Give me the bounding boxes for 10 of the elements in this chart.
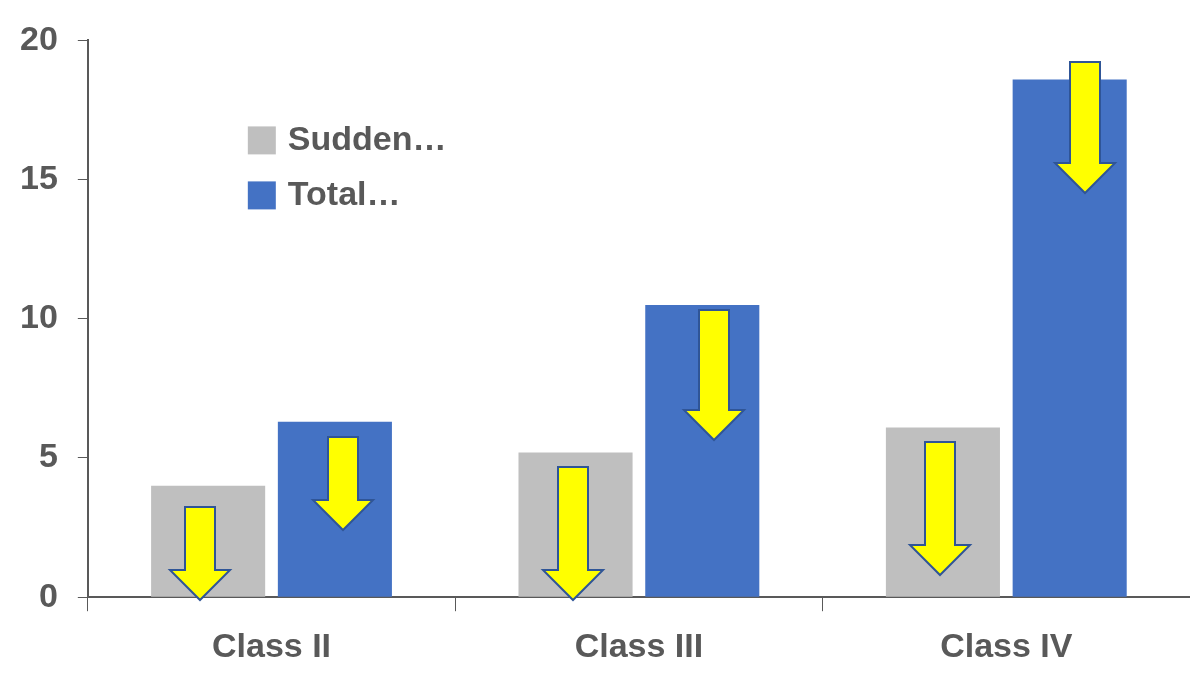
- y-tick-label: 10: [19, 297, 58, 336]
- x-tick-label: Class IV: [940, 625, 1073, 664]
- x-tick-label: Class III: [574, 625, 704, 664]
- x-tick-label: Class II: [211, 625, 332, 664]
- y-tick-label: 15: [19, 157, 58, 196]
- y-tick-label: 0: [38, 575, 58, 614]
- y-tick-label: 20: [19, 18, 58, 57]
- legend-label: Total…: [287, 173, 401, 212]
- legend-label: Sudden…: [287, 118, 447, 157]
- y-tick-label: 5: [38, 436, 58, 475]
